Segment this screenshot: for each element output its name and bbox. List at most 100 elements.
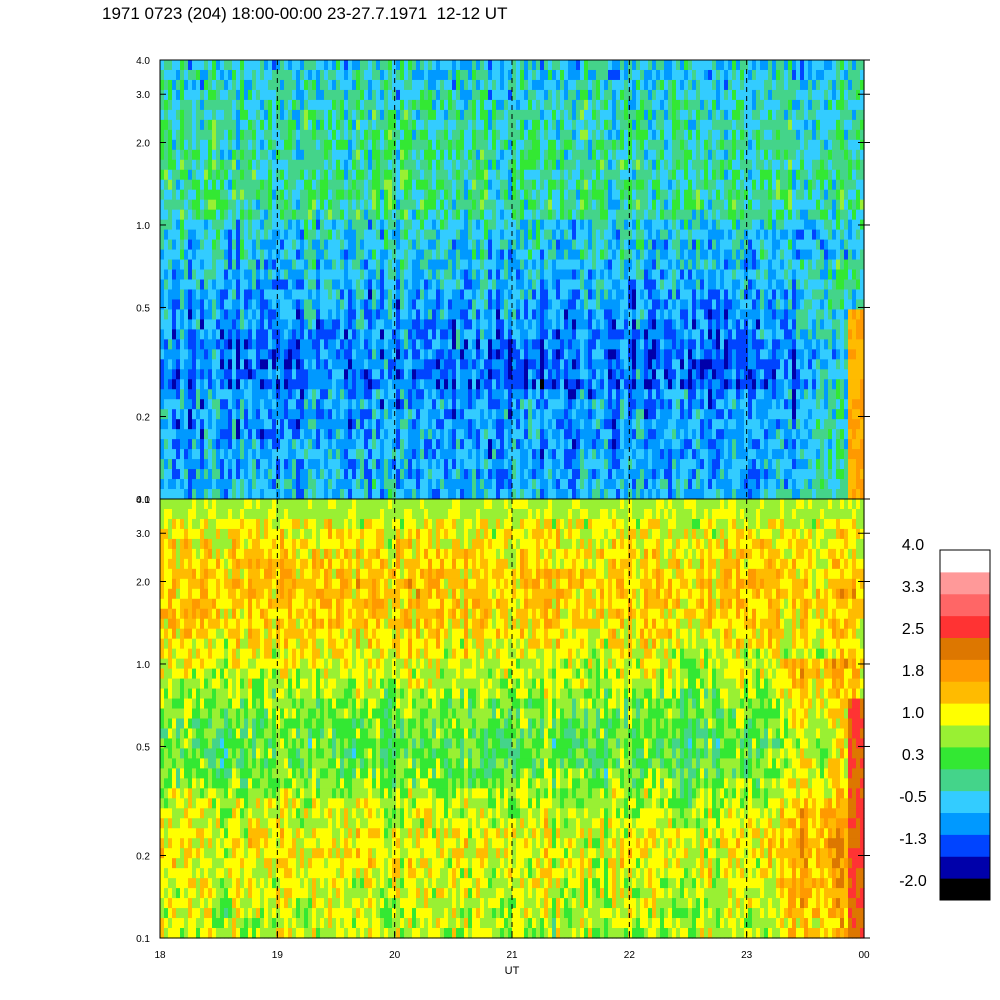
heatmap-cell [360,379,365,390]
heatmap-cell [460,339,465,350]
heatmap-cell [596,299,601,311]
heatmap-cell [192,399,197,410]
heatmap-cell [416,349,421,360]
heatmap-cell [452,319,457,330]
heatmap-cell [476,349,481,360]
heatmap-cell [604,159,609,171]
heatmap-cell [440,299,445,311]
heatmap-cell [456,89,461,101]
heatmap-cell [432,429,437,440]
heatmap-cell [332,179,337,191]
heatmap-cell [328,469,333,480]
heatmap-cell [464,209,469,221]
heatmap-cell [276,139,281,151]
heatmap-cell [228,279,233,291]
heatmap-cell [256,409,261,420]
heatmap-cell [544,169,549,181]
heatmap-cell [364,79,369,91]
heatmap-cell [456,329,461,340]
heatmap-cell [536,89,541,101]
heatmap-cell [292,189,297,201]
heatmap-cell [552,409,557,420]
heatmap-cell [424,269,429,281]
heatmap-cell [340,209,345,221]
heatmap-cell [560,149,565,161]
heatmap-cell [516,329,521,340]
heatmap-cell [216,99,221,111]
heatmap-cell [584,399,589,410]
heatmap-cell [460,209,465,221]
heatmap-cell [464,109,469,121]
heatmap-cell [552,309,557,321]
heatmap-cell [488,60,493,71]
heatmap-cell [296,439,301,450]
heatmap-cell [420,489,425,500]
heatmap-cell [316,489,321,500]
heatmap-cell [220,379,225,390]
heatmap-cell [424,309,429,321]
heatmap-cell [360,389,365,400]
heatmap-cell [172,60,177,71]
heatmap-cell [336,329,341,340]
heatmap-cell [216,89,221,101]
heatmap-cell [600,149,605,161]
heatmap-cell [236,109,241,121]
heatmap-cell [304,369,309,380]
heatmap-cell [608,89,613,101]
heatmap-cell [568,249,573,261]
heatmap-cell [292,479,297,490]
heatmap-cell [380,169,385,181]
heatmap-cell [496,69,501,81]
heatmap-cell [596,279,601,291]
heatmap-cell [572,249,577,261]
heatmap-cell [172,159,177,171]
heatmap-cell [560,279,565,291]
heatmap-cell [480,449,485,460]
heatmap-cell [376,369,381,380]
heatmap-cell [448,219,453,231]
heatmap-cell [248,219,253,231]
heatmap-cell [264,189,269,201]
heatmap-cell [316,319,321,330]
heatmap-cell [520,99,525,111]
heatmap-cell [444,359,449,370]
heatmap-cell [444,199,449,211]
heatmap-cell [352,259,357,271]
heatmap-cell [596,449,601,460]
heatmap-cell [492,399,497,410]
heatmap-cell [512,99,517,111]
heatmap-cell [248,479,253,490]
heatmap-cell [612,79,617,91]
heatmap-cell [268,409,273,420]
heatmap-cell [408,329,413,340]
heatmap-cell [212,459,217,470]
heatmap-cell [288,139,293,151]
heatmap-cell [568,169,573,181]
heatmap-cell [476,449,481,460]
heatmap-cell [232,319,237,330]
heatmap-cell [184,69,189,81]
heatmap-cell [344,219,349,231]
heatmap-cell [408,459,413,470]
heatmap-cell [264,369,269,380]
heatmap-cell [416,169,421,181]
heatmap-cell [380,149,385,161]
heatmap-cell [492,429,497,440]
heatmap-cell [296,309,301,321]
heatmap-cell [512,139,517,151]
heatmap-cell [288,60,293,71]
heatmap-cell [404,449,409,460]
heatmap-cell [184,299,189,311]
heatmap-cell [432,339,437,350]
heatmap-cell [164,469,169,480]
heatmap-cell [372,419,377,430]
heatmap-cell [340,159,345,171]
heatmap-cell [400,159,405,171]
heatmap-cell [248,179,253,191]
heatmap-cell [364,419,369,430]
heatmap-cell [216,459,221,470]
heatmap-cell [544,339,549,350]
heatmap-cell [592,359,597,370]
heatmap-cell [168,79,173,91]
heatmap-cell [272,319,277,330]
